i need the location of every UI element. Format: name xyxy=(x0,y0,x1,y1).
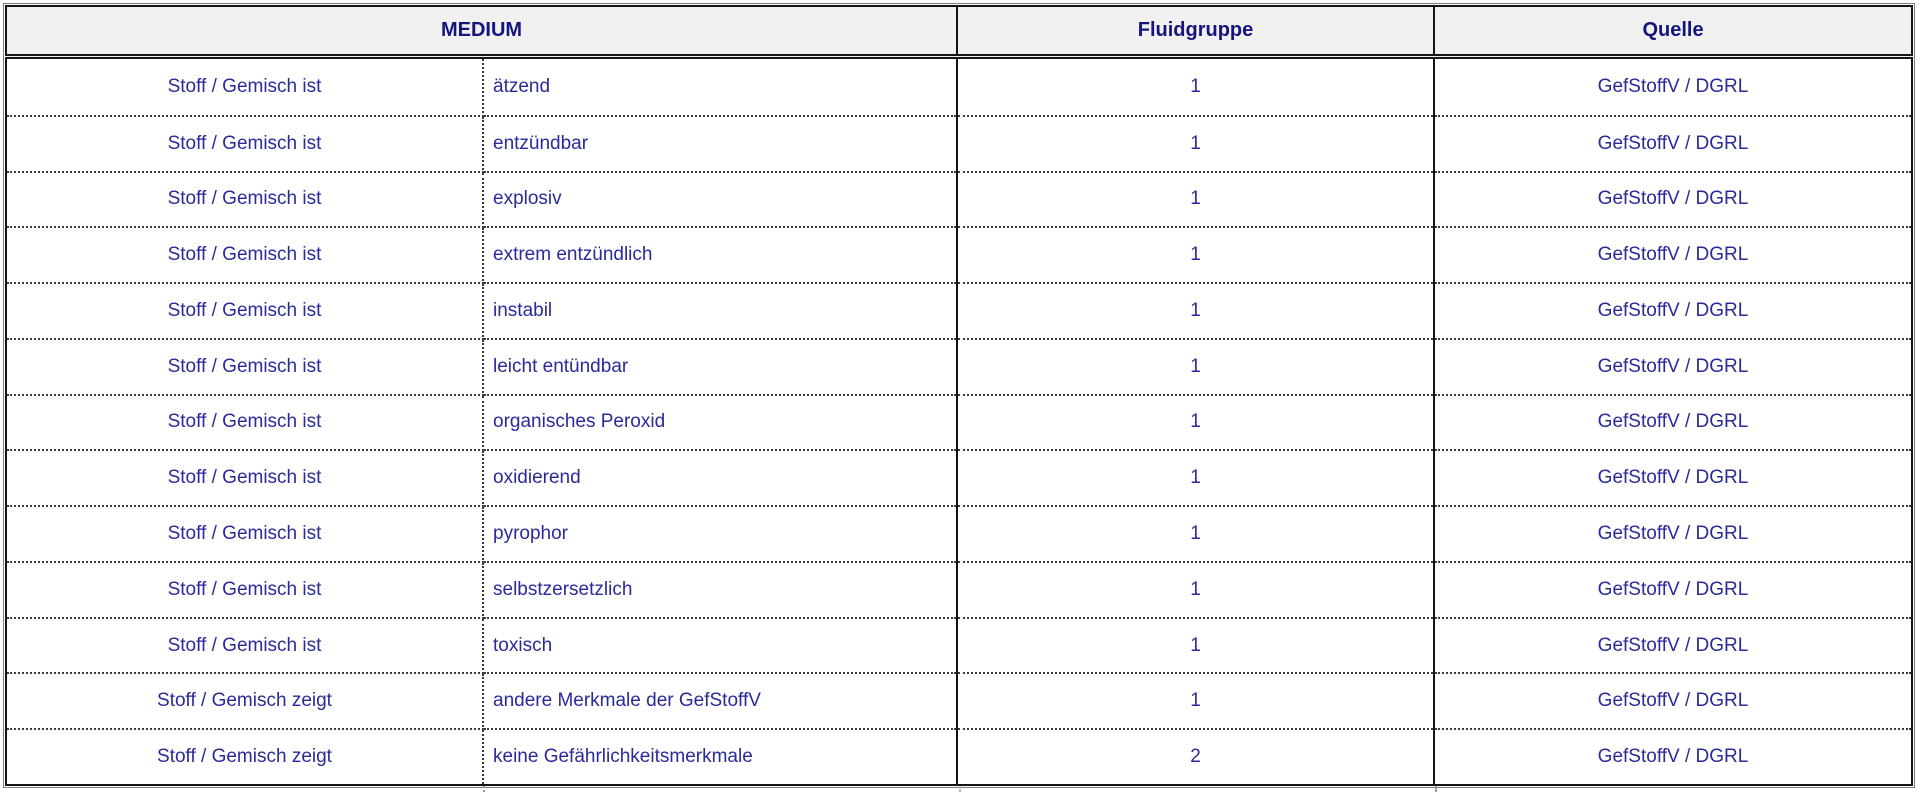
quelle-cell: GefStoffV / DGRL xyxy=(1434,506,1912,563)
subcolumn-divider-stub xyxy=(483,786,485,792)
table-row: Stoff / Gemisch ist extrem entzündlich 1 Ge… xyxy=(6,227,1912,285)
fluidgruppe-cell: 1 xyxy=(957,450,1436,508)
quelle-cell: GefStoffV / DGRL xyxy=(1434,729,1912,786)
property-cell: extrem entzündlich xyxy=(483,227,959,285)
subject-cell: Stoff / Gemisch ist xyxy=(6,56,484,117)
quelle-cell: GefStoffV / DGRL xyxy=(1434,561,1912,619)
table-row: Stoff / Gemisch ist organisches Peroxid 1 G… xyxy=(6,394,1912,452)
fluidgruppe-cell: 1 xyxy=(957,56,1436,117)
property-cell: organisches Peroxid xyxy=(483,394,959,452)
quelle-cell: GefStoffV / DGRL xyxy=(1434,617,1912,675)
column-header-fluidgruppe: Fluidgruppe xyxy=(957,6,1436,59)
quelle-cell: GefStoffV / DGRL xyxy=(1434,56,1912,117)
fluidgruppe-cell: 1 xyxy=(957,171,1436,229)
fluidgruppe-cell: 1 xyxy=(957,506,1436,563)
table-row: Stoff / Gemisch zeigt keine Gefährlichkei… xyxy=(6,729,1912,786)
subject-cell: Stoff / Gemisch ist xyxy=(6,617,484,675)
table-row: Stoff / Gemisch ist selbstzersetzlich 1 Gef… xyxy=(6,561,1912,619)
property-cell: ätzend xyxy=(483,56,959,117)
property-cell: oxidierend xyxy=(483,450,959,508)
subject-cell: Stoff / Gemisch zeigt xyxy=(6,673,484,731)
fluidgruppe-cell: 1 xyxy=(957,338,1436,396)
table-row: Stoff / Gemisch ist leicht entündbar 1 GefS… xyxy=(6,338,1912,396)
table-row: Stoff / Gemisch ist ätzend 1 GefStoffV / DG… xyxy=(6,56,1912,117)
table-row: Stoff / Gemisch zeigt andere Merkmale der… xyxy=(6,673,1912,731)
subject-cell: Stoff / Gemisch ist xyxy=(6,450,484,508)
table-row: Stoff / Gemisch ist entzündbar 1 GefStoffV … xyxy=(6,115,1912,173)
table-row: Stoff / Gemisch ist pyrophor 1 GefStoffV / … xyxy=(6,506,1912,563)
quelle-cell: GefStoffV / DGRL xyxy=(1434,450,1912,508)
fluidgruppe-cell: 1 xyxy=(957,227,1436,285)
subject-cell: Stoff / Gemisch ist xyxy=(6,227,484,285)
subject-cell: Stoff / Gemisch ist xyxy=(6,115,484,173)
table-row: Stoff / Gemisch ist oxidierend 1 GefStoffV … xyxy=(6,450,1912,508)
subject-cell: Stoff / Gemisch ist xyxy=(6,171,484,229)
subject-cell: Stoff / Gemisch ist xyxy=(6,506,484,563)
property-cell: instabil xyxy=(483,283,959,340)
quelle-cell: GefStoffV / DGRL xyxy=(1434,171,1912,229)
subject-cell: Stoff / Gemisch zeigt xyxy=(6,729,484,786)
property-cell: selbstzersetzlich xyxy=(483,561,959,619)
quelle-cell: GefStoffV / DGRL xyxy=(1434,283,1912,340)
medium-fluidgruppe-divider-stub xyxy=(959,786,961,792)
medium-fluidgruppe-quelle-table: MEDIUM Fluidgruppe Quelle Stoff / Gemisc… xyxy=(5,5,1913,786)
property-cell: andere Merkmale der GefStoffV xyxy=(483,673,959,731)
table-row: Stoff / Gemisch ist instabil 1 GefStoffV / … xyxy=(6,283,1912,340)
table-frame: MEDIUM Fluidgruppe Quelle Stoff / Gemisc… xyxy=(3,3,1915,788)
fluidgruppe-cell: 2 xyxy=(957,729,1436,786)
fluidgruppe-cell: 1 xyxy=(957,673,1436,731)
subject-cell: Stoff / Gemisch ist xyxy=(6,561,484,619)
column-header-quelle: Quelle xyxy=(1434,6,1912,59)
fluidgruppe-cell: 1 xyxy=(957,283,1436,340)
subject-cell: Stoff / Gemisch ist xyxy=(6,338,484,396)
quelle-cell: GefStoffV / DGRL xyxy=(1434,673,1912,731)
subject-cell: Stoff / Gemisch ist xyxy=(6,394,484,452)
quelle-cell: GefStoffV / DGRL xyxy=(1434,115,1912,173)
table-row: Stoff / Gemisch ist toxisch 1 GefStoffV / D… xyxy=(6,617,1912,675)
fluidgruppe-cell: 1 xyxy=(957,561,1436,619)
fluidgruppe-quelle-divider-stub xyxy=(1435,786,1437,792)
property-cell: explosiv xyxy=(483,171,959,229)
property-cell: keine Gefährlichkeitsmerkmale xyxy=(483,729,959,786)
fluidgruppe-cell: 1 xyxy=(957,115,1436,173)
subject-cell: Stoff / Gemisch ist xyxy=(6,283,484,340)
quelle-cell: GefStoffV / DGRL xyxy=(1434,227,1912,285)
property-cell: toxisch xyxy=(483,617,959,675)
fluidgruppe-cell: 1 xyxy=(957,617,1436,675)
header-row: MEDIUM Fluidgruppe Quelle xyxy=(6,6,1912,59)
quelle-cell: GefStoffV / DGRL xyxy=(1434,338,1912,396)
property-cell: leicht entündbar xyxy=(483,338,959,396)
quelle-cell: GefStoffV / DGRL xyxy=(1434,394,1912,452)
fluidgruppe-cell: 1 xyxy=(957,394,1436,452)
column-header-medium: MEDIUM xyxy=(6,6,959,59)
property-cell: entzündbar xyxy=(483,115,959,173)
property-cell: pyrophor xyxy=(483,506,959,563)
table-row: Stoff / Gemisch ist explosiv 1 GefStoffV / … xyxy=(6,171,1912,229)
table-body: Stoff / Gemisch ist ätzend 1 GefStoffV / DG… xyxy=(6,56,1912,786)
